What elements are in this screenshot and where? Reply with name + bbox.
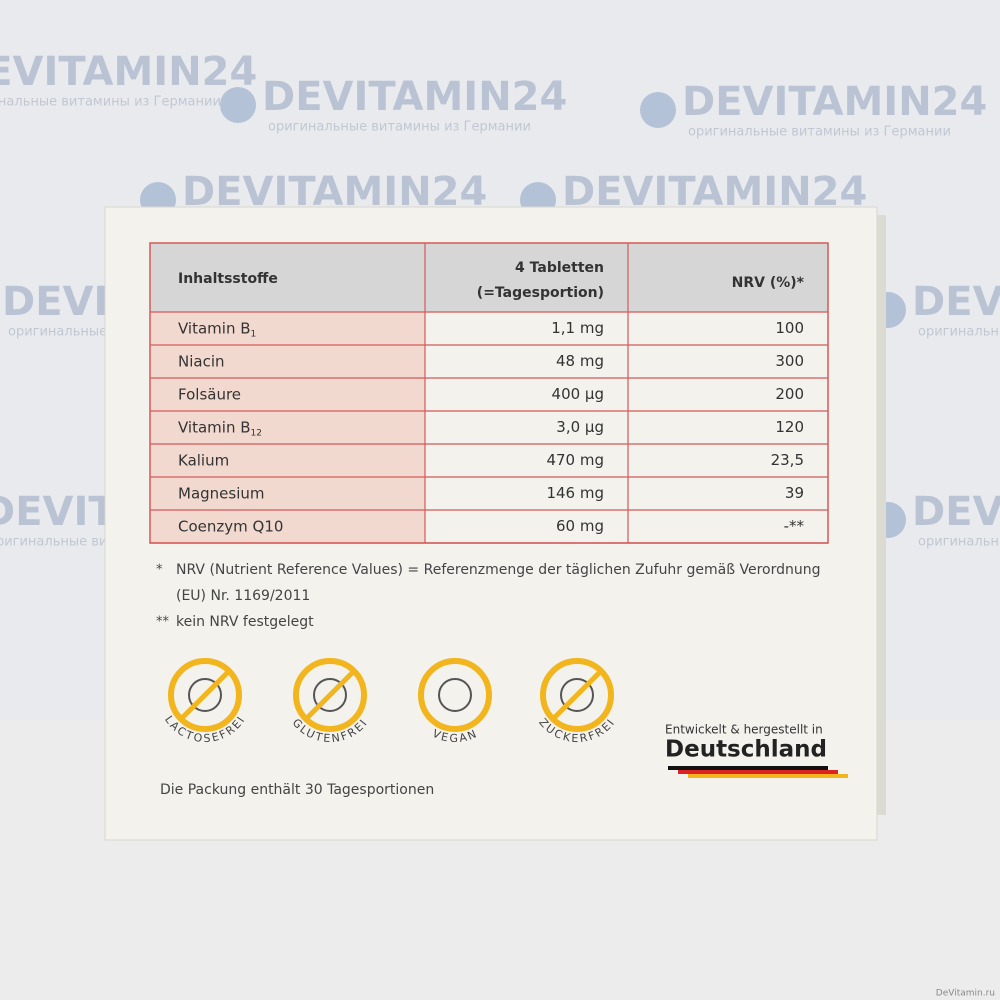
footnote-text: (EU) Nr. 1169/2011 (176, 588, 310, 604)
header-bg (150, 243, 828, 312)
watermark-tagline: оригинальные витамины из Германии (268, 120, 531, 135)
nutrient-name-text: Kalium (178, 451, 229, 469)
nutrient-name-text: Magnesium (178, 484, 265, 502)
watermark-logo (220, 87, 256, 123)
nutrient-name: Coenzym Q10 (178, 517, 283, 535)
nutrient-name: Magnesium (178, 484, 265, 502)
amount-cell: 470 mg (546, 451, 604, 469)
header-cell: (=Tagesportion) (477, 285, 604, 301)
watermark-logo (640, 92, 676, 128)
badge-slash (551, 669, 603, 721)
nutrient-name-text: Vitamin B (178, 319, 251, 337)
content: Inhaltsstoffe 4 Tabletten (=Tagesportion) N… (149, 242, 848, 798)
flag-stripe (688, 774, 848, 778)
footnote-text: kein NRV festgelegt (176, 614, 314, 630)
nrv-cell: 100 (775, 319, 804, 337)
watermark-brand: DEVITAMIN24 (912, 279, 1000, 325)
nutrient-name: Folsäure (178, 385, 241, 403)
watermark-tagline: оригинальные витамины из Германии (918, 535, 1000, 550)
footnote-mark: ** (156, 615, 170, 630)
amount-cell: 48 mg (556, 352, 604, 370)
name-cell-bg (150, 312, 425, 345)
amount-cell: 400 µg (552, 385, 604, 403)
name-cell-bg (150, 378, 425, 411)
nutrient-name-text: Vitamin B (178, 418, 251, 436)
name-cell-bg (150, 477, 425, 510)
badge-label-path: VEGAN (430, 727, 478, 745)
watermark-brand: DEVITAMIN24 (912, 489, 1000, 535)
flag-stripe (668, 766, 828, 770)
nutrient-subscript: 12 (251, 428, 262, 438)
watermark-tagline: оригинальные витамины из Германии (918, 325, 1000, 340)
nutrient-name-text: Coenzym Q10 (178, 517, 283, 535)
header-cell: 4 Tabletten (515, 260, 604, 276)
amount-cell: 3,0 µg (556, 418, 604, 436)
amount-cell: 1,1 mg (551, 319, 604, 337)
header-cell: Inhaltsstoffe (178, 271, 278, 287)
nutrient-name: Vitamin B1 (178, 319, 256, 339)
footnote-text: NRV (Nutrient Reference Values) = Refere… (176, 562, 821, 578)
badge-slash (304, 669, 356, 721)
nrv-cell: 39 (785, 484, 804, 502)
watermark-site: DeVitamin.ru (936, 989, 995, 999)
name-cell-bg (150, 444, 425, 477)
badge-label: VEGAN (430, 727, 479, 745)
watermark-brand: DEVITAMIN24 (262, 74, 567, 120)
origin-country: Deutschland (665, 737, 827, 763)
watermark-brand: DEVITAMIN24 (0, 49, 257, 95)
footnote-mark: * (156, 563, 163, 578)
badge-ring (293, 658, 367, 732)
nrv-cell: 200 (775, 385, 804, 403)
nutrient-name-text: Niacin (178, 352, 225, 370)
badge-icon (438, 678, 472, 712)
watermark-tagline: оригинальные витамины из Германии (0, 95, 221, 110)
name-cell-bg (150, 411, 425, 444)
name-cell-bg (150, 345, 425, 378)
nrv-cell: 300 (775, 352, 804, 370)
badge-slash (179, 669, 231, 721)
flag-stripe (678, 770, 838, 774)
watermark-brand: DEVITAMIN24 (682, 79, 987, 125)
nutrient-name-text: Folsäure (178, 385, 241, 403)
watermark-tagline: оригинальные витамины из Германии (688, 125, 951, 140)
nrv-cell: -** (784, 517, 805, 535)
badge-ring (168, 658, 242, 732)
nutrient-name: Vitamin B12 (178, 418, 262, 438)
nutrient-name: Niacin (178, 352, 225, 370)
amount-cell: 146 mg (546, 484, 604, 502)
header-cell: NRV (%)* (732, 275, 805, 291)
nrv-cell: 120 (775, 418, 804, 436)
nutrient-name: Kalium (178, 451, 229, 469)
package-note: Die Packung enthält 30 Tagesportionen (160, 782, 434, 798)
badge-ring (418, 658, 492, 732)
badge-icon (188, 678, 222, 712)
nrv-cell: 23,5 (771, 451, 804, 469)
badge-icon (313, 678, 347, 712)
badge-icon (560, 678, 594, 712)
badge-ring (540, 658, 614, 732)
amount-cell: 60 mg (556, 517, 604, 535)
nutrient-subscript: 1 (251, 329, 257, 339)
name-cell-bg (150, 510, 425, 543)
origin-caption: Entwickelt & hergestellt in (665, 723, 823, 737)
